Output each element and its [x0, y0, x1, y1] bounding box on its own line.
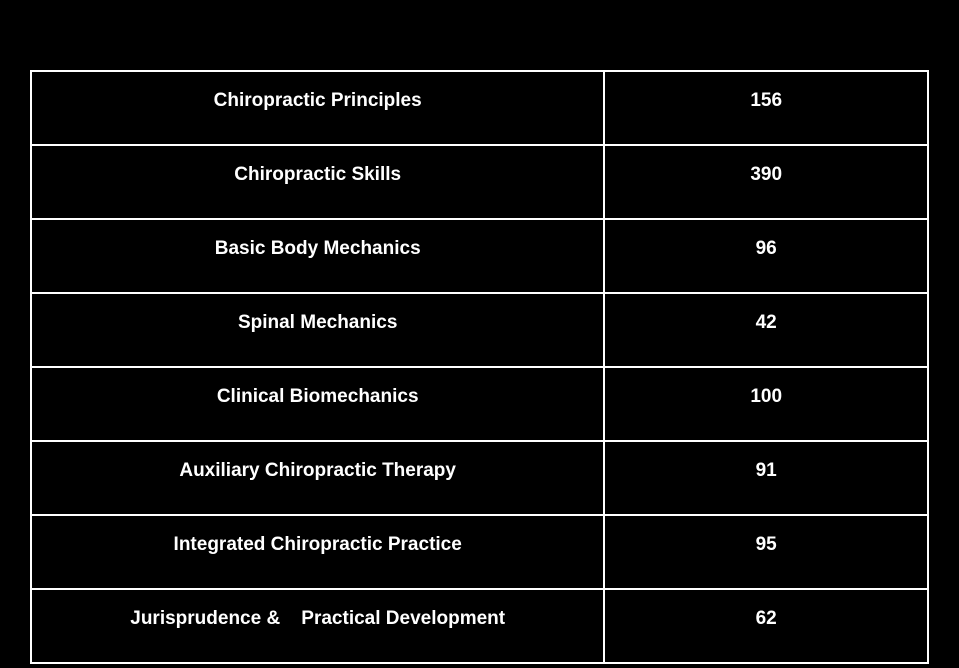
table-row: Spinal Mechanics 42	[30, 294, 929, 368]
course-label: Jurisprudence & Practical Development	[30, 590, 605, 662]
course-hours: 96	[605, 220, 929, 292]
table-row: Chiropractic Principles 156	[30, 70, 929, 146]
course-hours: 91	[605, 442, 929, 514]
course-label: Clinical Biomechanics	[30, 368, 605, 440]
table-row: Integrated Chiropractic Practice 95	[30, 516, 929, 590]
course-hours: 62	[605, 590, 929, 662]
table-row: Jurisprudence & Practical Development 62	[30, 590, 929, 664]
course-label: Integrated Chiropractic Practice	[30, 516, 605, 588]
table-row: Auxiliary Chiropractic Therapy 91	[30, 442, 929, 516]
course-label: Spinal Mechanics	[30, 294, 605, 366]
course-label: Chiropractic Skills	[30, 146, 605, 218]
table-row: Chiropractic Skills 390	[30, 146, 929, 220]
course-hours: 156	[605, 72, 929, 144]
course-hours-table: Chiropractic Principles 156 Chiropractic…	[30, 70, 929, 664]
course-label: Auxiliary Chiropractic Therapy	[30, 442, 605, 514]
course-hours: 390	[605, 146, 929, 218]
table-row: Clinical Biomechanics 100	[30, 368, 929, 442]
course-label: Basic Body Mechanics	[30, 220, 605, 292]
table-row: Basic Body Mechanics 96	[30, 220, 929, 294]
course-hours: 95	[605, 516, 929, 588]
course-label: Chiropractic Principles	[30, 72, 605, 144]
course-hours: 100	[605, 368, 929, 440]
course-hours: 42	[605, 294, 929, 366]
